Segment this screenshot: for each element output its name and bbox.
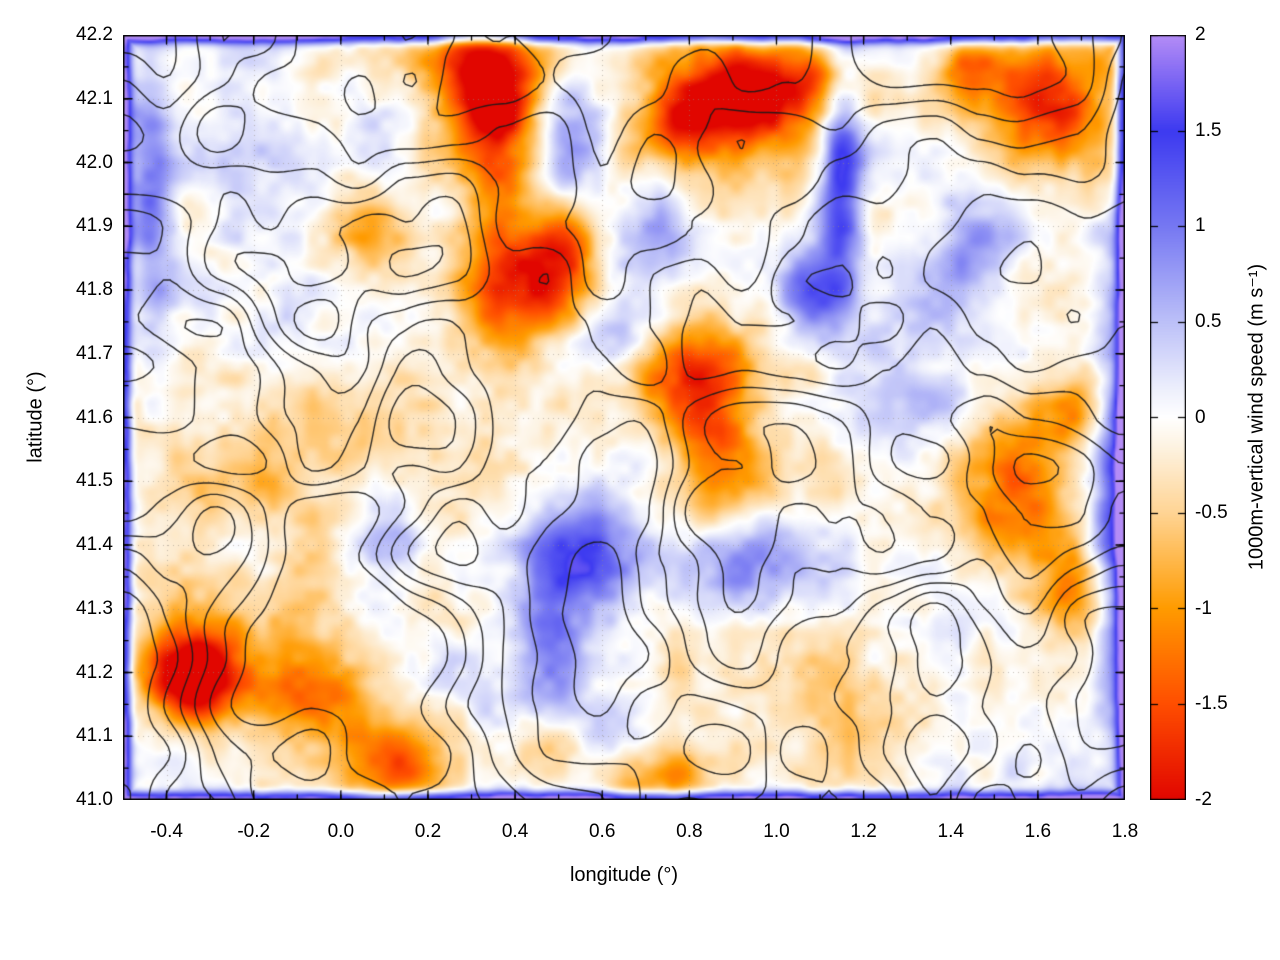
colorbar-tick-label: 0: [1195, 406, 1206, 428]
y-tick-label: 41.2: [76, 661, 113, 683]
colorbar-tick-label: -2: [1195, 789, 1212, 810]
x-tick-label: -0.2: [237, 821, 271, 842]
x-tick-label: 0.8: [676, 821, 703, 842]
y-tick-label: 41.1: [76, 725, 113, 747]
x-tick-label: 1.6: [1024, 821, 1052, 842]
y-tick-label: 41.3: [76, 597, 113, 619]
x-tick-label: 1.8: [1111, 821, 1139, 842]
y-tick-label: 41.4: [76, 534, 113, 555]
y-tick-label: 41.8: [76, 279, 113, 300]
colorbar-tick-label: 2: [1195, 24, 1206, 45]
x-tick-label: 0.4: [501, 821, 529, 842]
x-tick-label: -0.4: [150, 821, 183, 842]
y-tick-label: 42.2: [76, 24, 113, 45]
x-tick-label: 0.6: [588, 821, 616, 842]
x-tick-label: 1.4: [937, 821, 964, 842]
y-tick-label: 41.6: [76, 406, 113, 428]
colorbar-tick-label: -1: [1195, 597, 1212, 619]
y-tick-label: 41.0: [76, 789, 113, 810]
y-tick-label: 42.1: [76, 87, 113, 109]
x-tick-label: 1.2: [850, 821, 877, 842]
colorbar-tick-label: -0.5: [1195, 502, 1228, 524]
y-tick-label: 41.5: [76, 470, 113, 492]
colorbar-tick-label: 1: [1195, 215, 1206, 237]
colorbar-tick-label: 0.5: [1195, 310, 1222, 332]
x-tick-label: 0.2: [414, 821, 442, 842]
y-tick-label: 41.7: [76, 342, 113, 364]
y-tick-label: 42.0: [76, 151, 113, 173]
x-tick-label: 1.0: [763, 821, 790, 842]
y-tick-label: 41.9: [76, 215, 113, 237]
heatmap-canvas: [123, 35, 1125, 800]
x-axis-label: longitude (°): [569, 864, 679, 886]
colorbar-tick-label: 1.5: [1195, 119, 1222, 141]
colorbar-tick-label: -1.5: [1195, 693, 1228, 715]
colorbar-gradient: [1150, 35, 1186, 800]
x-tick-label: 0.0: [327, 821, 355, 842]
